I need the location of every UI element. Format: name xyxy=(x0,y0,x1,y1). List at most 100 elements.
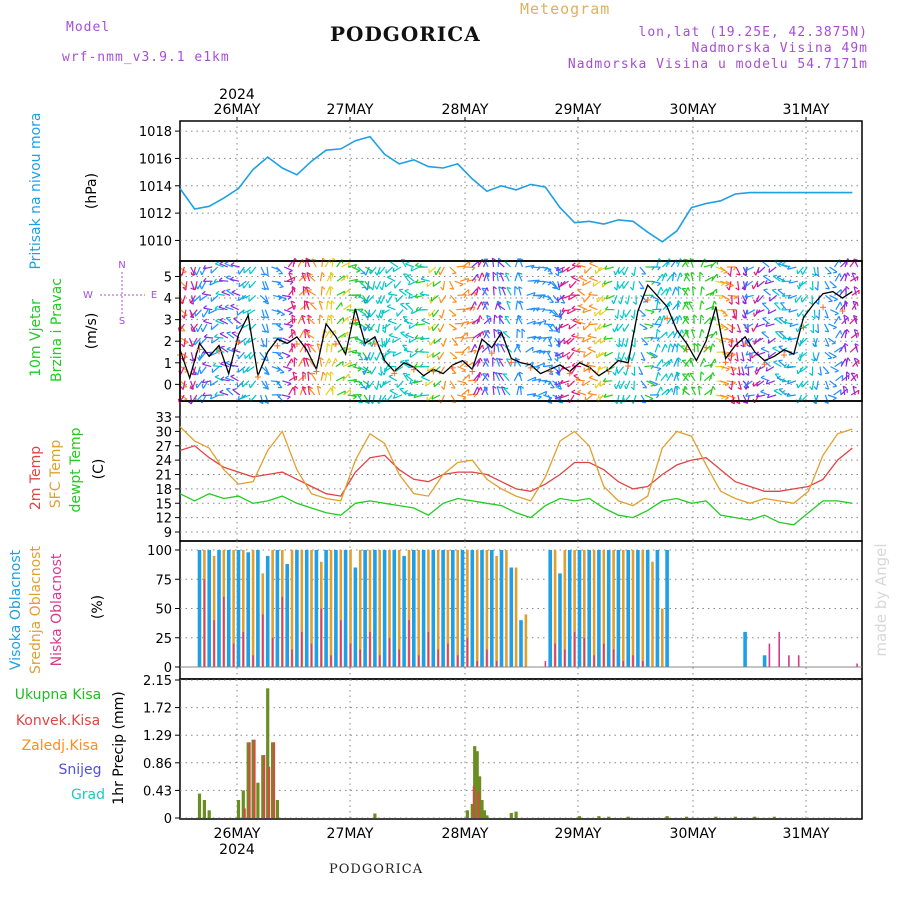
ylabel-precip-1: Konvek.Kisa xyxy=(16,713,100,729)
wind-barb xyxy=(650,294,659,301)
wind-barb xyxy=(241,394,251,399)
wind-barb xyxy=(814,394,819,404)
cloud-bar-0 xyxy=(285,564,289,667)
precip-bar-0 xyxy=(271,742,275,818)
wind-barb xyxy=(203,320,213,325)
wind-barb-tick xyxy=(466,278,470,283)
ytick-label-wind-1: 1 xyxy=(164,357,172,372)
wind-barb-tick xyxy=(796,312,799,318)
cloud-bar-2 xyxy=(797,655,800,667)
wind-barb xyxy=(631,352,636,362)
wind-barb-tick xyxy=(765,380,769,385)
wind-barb-tick xyxy=(367,327,370,332)
wind-barb xyxy=(541,350,551,353)
wind-barb-tick xyxy=(712,343,716,348)
cloud-bar-1 xyxy=(661,608,664,667)
wind-barb-tick xyxy=(190,312,193,317)
wind-barb xyxy=(797,309,804,318)
wind-barb xyxy=(432,351,441,358)
wind-barb-tick xyxy=(744,364,748,369)
wind-barb xyxy=(225,377,234,382)
wind-barb xyxy=(567,337,575,345)
wind-barb xyxy=(290,329,293,339)
wind-barb-tick xyxy=(392,352,395,357)
wind-barb-tick xyxy=(516,300,521,305)
wind-barb-tick xyxy=(247,310,249,315)
wind-barb-tick xyxy=(415,306,419,311)
wind-barb xyxy=(660,373,668,382)
wind-barb xyxy=(603,380,613,382)
wind-barb-tick xyxy=(778,261,783,265)
cloud-bar-2 xyxy=(320,608,323,667)
wind-barb xyxy=(475,286,479,296)
wind-barb xyxy=(726,380,736,383)
wind-barb xyxy=(470,344,476,353)
wind-barb xyxy=(575,336,585,339)
wind-barb xyxy=(641,337,649,345)
wind-barb xyxy=(671,316,678,325)
wind-barb-tick xyxy=(330,387,333,392)
wind-barb xyxy=(850,372,857,382)
wind-barb-tick xyxy=(249,269,251,275)
wind-barb xyxy=(220,346,229,353)
wind-barb xyxy=(811,295,814,305)
wind-barb xyxy=(567,309,576,315)
wind-barb xyxy=(282,380,292,385)
wind-barb-tick xyxy=(208,309,211,314)
wind-barb xyxy=(470,288,478,296)
wind-barb xyxy=(742,309,747,319)
wind-barb xyxy=(746,394,750,404)
precip-bar-0 xyxy=(236,800,241,818)
wind-barb xyxy=(689,372,696,382)
wind-barb xyxy=(704,333,713,339)
wind-barb xyxy=(362,380,371,387)
wind-barb-tick xyxy=(664,343,668,349)
wind-barb xyxy=(571,308,581,311)
wind-barb-tick xyxy=(214,305,219,310)
wind-barb-tick xyxy=(362,370,365,375)
lonlat-label: lon,lat (19.25E, 42.3875N) xyxy=(638,25,868,40)
wind-barb xyxy=(587,335,597,339)
wind-barb xyxy=(583,351,592,358)
wind-barb xyxy=(369,352,375,361)
wind-barb-tick xyxy=(795,328,799,333)
wind-barb xyxy=(666,273,673,282)
wind-barb xyxy=(682,315,688,325)
wind-barb xyxy=(179,380,188,388)
wind-barb xyxy=(599,309,608,316)
precip-bar-0 xyxy=(733,816,737,818)
wind-barb xyxy=(588,323,598,326)
wind-barb-tick xyxy=(571,305,576,310)
wind-barb-tick xyxy=(408,294,411,299)
wind-barb xyxy=(605,294,615,300)
wind-barb-tick xyxy=(572,318,577,321)
ytick-label-wind-4: 4 xyxy=(164,292,172,307)
wind-barb-tick xyxy=(321,272,325,276)
wind-barb-tick xyxy=(724,396,729,401)
precip-bar-0 xyxy=(473,746,477,818)
wind-barb-tick xyxy=(374,356,378,361)
wind-barb xyxy=(594,337,602,345)
wind-barb xyxy=(834,273,841,282)
wind-barb xyxy=(404,290,413,296)
wind-barb xyxy=(276,266,284,275)
wind-barb xyxy=(271,366,281,371)
wind-barb xyxy=(660,288,668,296)
wind-barb xyxy=(726,351,736,355)
wind-barb xyxy=(615,380,621,390)
wind-barb-tick xyxy=(400,302,405,305)
wind-barb xyxy=(755,366,765,372)
wind-barb-tick xyxy=(751,327,754,332)
wind-barb-tick xyxy=(575,376,580,381)
wind-barb xyxy=(535,308,545,311)
wind-barb xyxy=(413,380,423,384)
cloud-bar-0 xyxy=(587,550,591,667)
wind-barb xyxy=(559,295,566,304)
wind-barb xyxy=(264,280,270,290)
wind-barb xyxy=(571,276,580,282)
wind-barb-tick xyxy=(426,367,429,372)
wind-barb-tick xyxy=(710,364,714,369)
wind-barb xyxy=(703,374,712,382)
wind-barb xyxy=(795,295,802,303)
wind-barb xyxy=(589,262,598,268)
